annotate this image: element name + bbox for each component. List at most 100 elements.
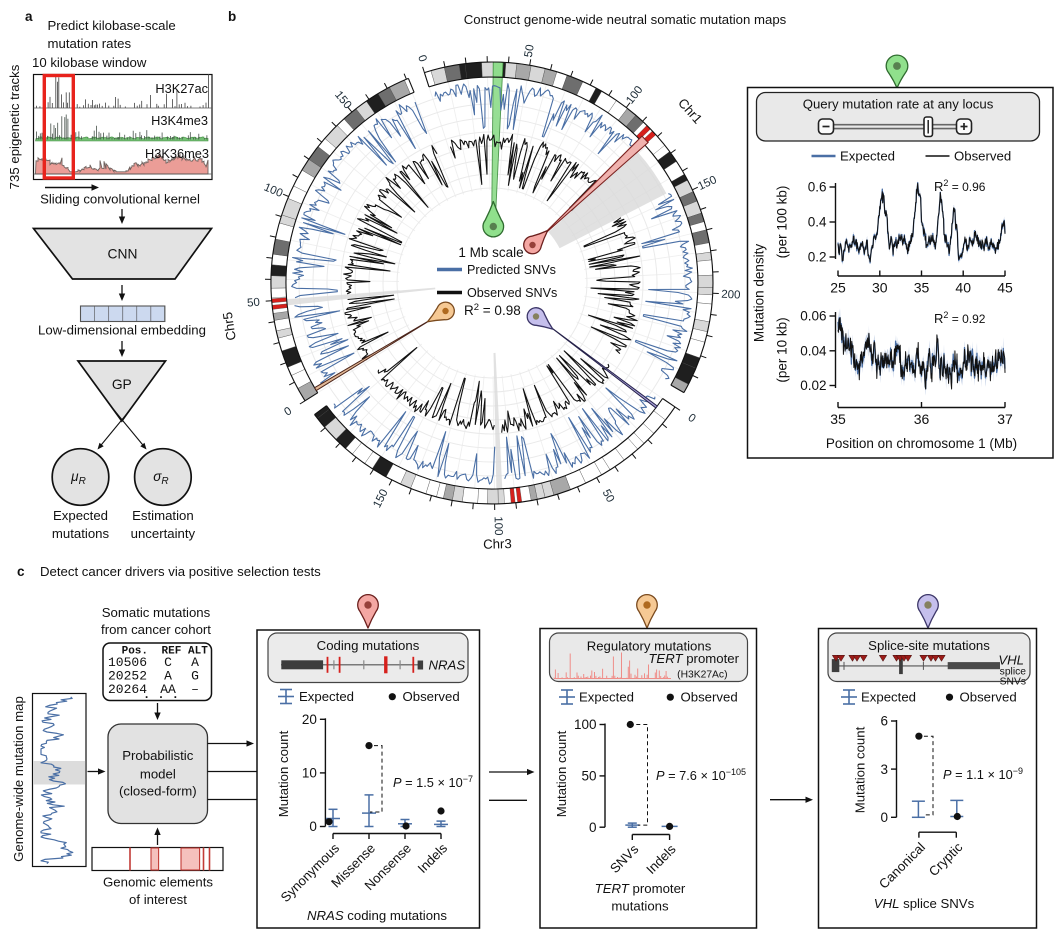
svg-text:NRAS coding mutations: NRAS coding mutations [307, 908, 447, 923]
svg-text:25: 25 [830, 280, 846, 296]
svg-text:50: 50 [600, 488, 617, 505]
svg-text:splice: splice [1000, 667, 1027, 678]
svg-text:0: 0 [309, 819, 317, 834]
svg-text:36: 36 [914, 411, 930, 427]
svg-text:Expected: Expected [53, 508, 108, 523]
svg-text:ALT: ALT [188, 646, 208, 658]
svg-text:Predicted SNVs: Predicted SNVs [467, 263, 556, 277]
svg-text:R2 = 0.98: R2 = 0.98 [464, 302, 521, 318]
svg-text:Genome-wide mutation map: Genome-wide mutation map [11, 696, 26, 862]
svg-text:50: 50 [247, 297, 261, 310]
svg-text:735 epigenetic tracks: 735 epigenetic tracks [7, 64, 22, 189]
svg-text:REF: REF [162, 646, 182, 658]
svg-text:Chr5: Chr5 [220, 311, 239, 341]
svg-text:(H3K27Ac): (H3K27Ac) [677, 670, 727, 681]
svg-text:Coding mutations: Coding mutations [317, 638, 420, 653]
svg-text:H3K4me3: H3K4me3 [151, 113, 208, 128]
svg-text:0.2: 0.2 [808, 250, 827, 265]
svg-text:0: 0 [415, 54, 428, 64]
svg-text:a: a [25, 9, 33, 24]
svg-text:10: 10 [302, 766, 317, 781]
svg-text:Low-dimensional embedding: Low-dimensional embedding [38, 323, 206, 338]
svg-text:Observed SNVs: Observed SNVs [467, 286, 557, 300]
svg-text:Expected: Expected [299, 689, 354, 704]
svg-text:CNN: CNN [108, 247, 138, 262]
svg-text:Mutation density: Mutation density [752, 244, 767, 343]
svg-text:35: 35 [830, 411, 846, 427]
svg-text:. . .: . . . [143, 688, 179, 702]
svg-text:NRAS: NRAS [429, 657, 466, 672]
svg-text:30: 30 [872, 280, 888, 296]
svg-text:R2 = 0.92: R2 = 0.92 [934, 310, 986, 326]
svg-text:from cancer cohort: from cancer cohort [101, 622, 211, 637]
svg-text:0.02: 0.02 [800, 378, 826, 393]
svg-text:Predict kilobase-scale: Predict kilobase-scale [48, 18, 176, 33]
svg-text:Expected: Expected [861, 690, 916, 705]
svg-text:b: b [228, 9, 236, 24]
svg-text:TERT promoter: TERT promoter [648, 651, 739, 666]
svg-text:Probabilistic: Probabilistic [122, 748, 194, 763]
svg-text:Chr3: Chr3 [483, 536, 512, 552]
svg-text:0: 0 [282, 405, 294, 419]
svg-text:0: 0 [880, 810, 888, 825]
svg-text:20: 20 [302, 712, 317, 727]
svg-text:50: 50 [581, 769, 596, 784]
svg-text:P = 7.6 × 10−105: P = 7.6 × 10−105 [656, 767, 746, 783]
svg-text:H3K27ac: H3K27ac [155, 81, 208, 96]
svg-text:0: 0 [589, 820, 597, 835]
svg-text:Observed: Observed [960, 690, 1017, 705]
svg-text:H3K36me3: H3K36me3 [145, 146, 209, 161]
svg-text:G: G [191, 669, 199, 684]
svg-text:Detect cancer drivers via posi: Detect cancer drivers via positive selec… [40, 564, 321, 579]
svg-text:c: c [17, 564, 25, 579]
svg-text:Observed: Observed [403, 689, 460, 704]
svg-text:1 Mb scale: 1 Mb scale [458, 245, 523, 260]
svg-text:A: A [191, 655, 199, 670]
svg-text:P = 1.1 × 10−9: P = 1.1 × 10−9 [943, 766, 1023, 782]
svg-text:200: 200 [721, 289, 741, 302]
svg-text:mutation rates: mutation rates [48, 36, 132, 51]
svg-text:40: 40 [955, 280, 971, 296]
svg-text:AA: AA [160, 682, 176, 697]
svg-text:3: 3 [880, 762, 888, 777]
svg-text:R2 = 0.96: R2 = 0.96 [934, 178, 986, 194]
svg-text:P = 1.5 × 10−7: P = 1.5 × 10−7 [393, 774, 473, 790]
svg-text:Query mutation rate at any loc: Query mutation rate at any locus [803, 97, 994, 112]
svg-text:(closed-form): (closed-form) [119, 784, 197, 799]
svg-text:uncertainty: uncertainty [131, 526, 196, 541]
svg-text:Mutation count: Mutation count [276, 730, 291, 817]
svg-text:Expected: Expected [840, 149, 895, 164]
svg-text:Observed: Observed [954, 149, 1011, 164]
svg-text:6: 6 [880, 714, 888, 729]
svg-text:50: 50 [523, 44, 537, 59]
svg-text:–: – [191, 682, 199, 697]
svg-text:C: C [164, 655, 172, 670]
svg-text:mutations: mutations [52, 526, 110, 541]
svg-text:A: A [164, 669, 172, 684]
svg-text:Construct genome-wide neutral: Construct genome-wide neutral somatic mu… [464, 12, 787, 27]
svg-text:Mutation count: Mutation count [853, 726, 868, 813]
svg-text:Mutation count: Mutation count [554, 730, 569, 817]
svg-text:SNVs: SNVs [1000, 677, 1026, 688]
svg-text:GP: GP [112, 377, 132, 392]
svg-text:Estimation: Estimation [132, 508, 194, 523]
svg-text:model: model [140, 767, 176, 782]
svg-text:Genomic elements: Genomic elements [103, 875, 213, 890]
svg-text:Splice-site mutations: Splice-site mutations [868, 638, 990, 653]
svg-text:Expected: Expected [579, 690, 634, 705]
svg-text:37: 37 [997, 411, 1013, 427]
svg-text:(per 10 kb): (per 10 kb) [775, 317, 790, 382]
svg-text:0.06: 0.06 [800, 309, 826, 324]
svg-text:20264: 20264 [108, 682, 147, 697]
svg-text:mutations: mutations [611, 899, 669, 914]
svg-text:Regulatory mutations: Regulatory mutations [587, 639, 712, 654]
svg-text:Position on chromosome 1 (Mb): Position on chromosome 1 (Mb) [826, 436, 1017, 451]
svg-text:VHL splice SNVs: VHL splice SNVs [874, 896, 975, 911]
svg-text:35: 35 [914, 280, 930, 296]
svg-text:0.04: 0.04 [800, 343, 827, 358]
svg-text:TERT promoter: TERT promoter [595, 881, 686, 896]
svg-text:10 kilobase window: 10 kilobase window [32, 55, 147, 70]
svg-text:Observed: Observed [681, 690, 738, 705]
svg-text:Sliding convolutional kernel: Sliding convolutional kernel [40, 192, 200, 207]
svg-text:Pos.: Pos. [122, 646, 148, 658]
